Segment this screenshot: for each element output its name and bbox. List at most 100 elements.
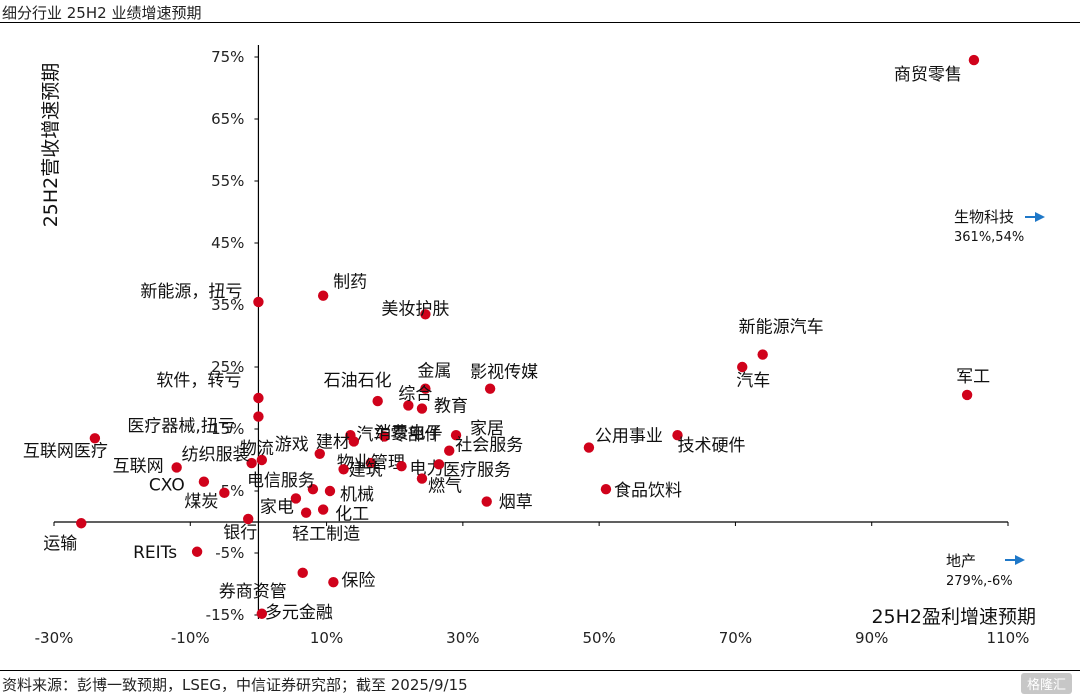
point-label: 煤炭 [184,492,218,512]
point-label: 汽车 [736,371,770,391]
scatter-point [450,430,462,441]
scatter-point [198,476,210,487]
point-label: 游戏 [275,435,309,455]
point-label: 建筑 [349,460,383,480]
scatter-point [416,473,428,484]
point-label: 化工 [335,505,369,525]
scatter-point [600,483,612,495]
scatter-point [246,457,257,469]
scatter-point [89,433,101,444]
point-label: 技术硬件 [678,436,746,456]
scatter-point [379,431,390,442]
y-tick-label: 65% [211,110,244,128]
offscale-value: 361%,54% [954,230,1024,245]
point-label: 新能源汽车 [739,318,824,338]
y-tick-label: 45% [211,234,244,252]
scatter-point [433,459,445,470]
scatter-point [444,445,455,456]
point-label: 美妆护肤 [381,299,449,319]
point-label: 纺织服装 [182,445,250,465]
x-tick-label: 50% [582,629,615,647]
x-tick-label: -30% [35,629,74,647]
point-label: REITs [133,543,177,563]
point-label: 金属 [417,362,451,382]
point-label: 券商资管 [219,582,287,602]
y-tick-label: 25% [211,358,244,376]
scatter-point [737,361,748,373]
point-label: 军工 [956,367,990,387]
point-label: 医疗器械,扭亏 [127,417,234,437]
offscale-arrow-icon [1015,555,1025,565]
scatter-chart: -15%-5%5%15%25%35%45%55%65%75%-30% -10% 10… [23,45,1045,647]
offscale-arrow-icon [1035,212,1045,222]
y-tick-label: 15% [211,420,244,438]
scatter-point [365,457,377,469]
point-label: 运输 [43,534,77,554]
y-tick-label: 55% [211,172,244,190]
point-label: 建材 [316,432,350,452]
y-tick-label: -5% [215,544,244,562]
scatter-point [256,608,268,619]
point-label: 家居 [470,419,504,439]
chart-title: 细分行业 25H2 业绩增速预期 [2,4,202,22]
point-label: 银行 [223,523,257,543]
point-label: 燃气 [428,477,462,497]
point-label: 互联网 [113,456,164,476]
scatter-point [328,576,339,588]
scatter-point [961,389,973,401]
top-divider [0,22,1080,23]
source-note: 资料来源：彭博一致预期，LSEG，中信证券研究部；截至 2025/9/15 [2,676,468,694]
x-axis-title: 25H2盈利增速预期 [871,606,1036,628]
offscale-label: 地产 [946,552,976,570]
x-tick-label: 110% [987,629,1030,647]
scatter-point [583,442,595,453]
point-label: 医疗服务 [443,460,511,480]
point-label: 机械 [340,485,374,505]
point-label: 汽车零部件 [356,425,441,445]
y-tick-label: -15% [206,606,245,624]
point-label: 制药 [333,273,367,293]
point-label: 物流 [240,439,274,459]
scatter-point [253,411,264,422]
scatter-point [372,395,383,407]
scatter-point [300,507,312,518]
point-label: 公用事业 [595,427,663,447]
scatter-point [757,349,768,360]
scatter-point [307,483,319,495]
y-tick-label: 75% [211,48,244,66]
offscale-value: 279%,-6% [946,574,1013,589]
scatter-point [290,493,302,504]
scatter-point [324,485,336,497]
x-tick-label: 30% [446,629,479,647]
scatter-point [317,504,329,515]
scatter-point [76,518,87,529]
scatter-point [420,309,431,320]
point-label: 综合 [398,384,432,404]
x-tick-label: -10% [171,629,210,647]
y-axis-title: 25H2营收增速预期 [40,63,62,228]
scatter-point [317,290,329,301]
point-label: 软件，转亏 [156,371,241,391]
point-label: 烟草 [499,493,533,513]
point-label: 教育 [434,397,468,417]
scatter-point [243,513,254,525]
point-label: 物业管理 [337,453,405,473]
point-label: 保险 [341,571,375,591]
y-tick-label: 35% [211,296,244,314]
scatter-point [416,403,428,414]
scatter-point [968,54,980,66]
scatter-point [420,383,431,394]
scatter-point [403,400,414,411]
scatter-point [396,461,407,472]
scatter-point [348,436,360,447]
point-label: 轻工制造 [292,525,360,545]
point-label: 社会服务 [455,436,523,456]
point-label: 家电 [260,497,294,517]
watermark-logo: 格隆汇 [1020,673,1072,694]
scatter-point [171,462,182,473]
scatter-point [338,464,349,475]
scatter-point [253,392,264,404]
bottom-divider [0,670,1080,671]
scatter-point [297,567,308,579]
point-label: 商贸零售 [894,65,962,85]
